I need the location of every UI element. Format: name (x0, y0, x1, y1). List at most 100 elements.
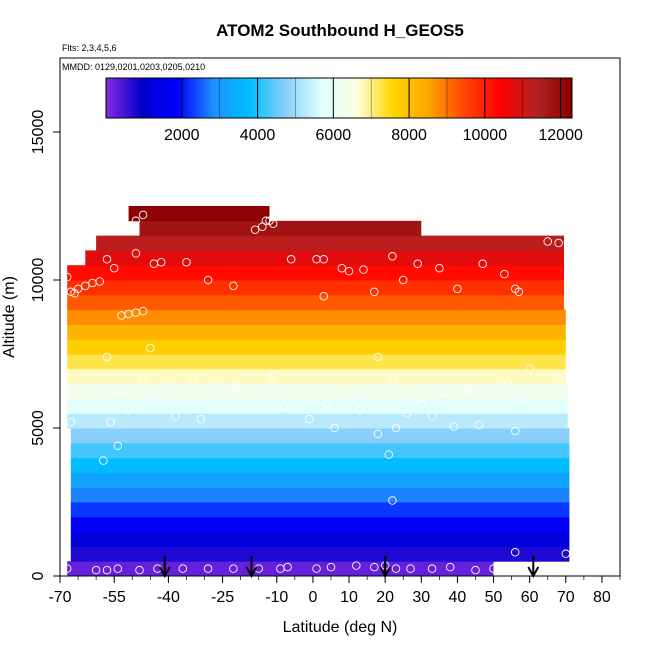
observation-point (102, 255, 112, 264)
observation-point (427, 411, 437, 421)
observation-point (417, 400, 426, 409)
observation-point (388, 376, 397, 385)
observation-point (164, 379, 173, 388)
observation-point (211, 382, 220, 391)
x-tick-label: 80 (593, 589, 611, 606)
colorbar-tick-label: 2000 (164, 127, 200, 144)
x-tick-label: -25 (211, 589, 234, 606)
altitude-layer-cell (85, 250, 565, 266)
altitude-layer-cell (67, 368, 566, 385)
observation-point (413, 259, 422, 268)
altitude-layer-cell (67, 383, 568, 399)
x-tick-label: 70 (557, 589, 575, 606)
x-tick-label: 50 (485, 589, 503, 606)
observation-point (453, 284, 462, 294)
observation-point (268, 219, 278, 229)
observation-point (388, 496, 397, 505)
observation-point (373, 352, 383, 362)
altitude-layer-cell (67, 309, 566, 325)
x-tick-label: 0 (308, 589, 317, 606)
altitude-layer-cell (67, 265, 564, 281)
observation-point (319, 255, 328, 264)
dates-label: MMDD: 0129,0201,0203,0205,0210 (62, 62, 205, 72)
observation-point (279, 403, 289, 412)
observation-point (124, 222, 133, 231)
observation-point (518, 394, 527, 403)
observation-point (406, 564, 415, 573)
observation-point (229, 281, 238, 291)
altitude-layer-cell (67, 398, 568, 414)
observation-point (283, 562, 292, 572)
x-tick-label: -10 (265, 589, 288, 606)
observation-point (359, 265, 368, 274)
observation-point (337, 263, 347, 273)
observation-point (471, 565, 480, 575)
observation-point (478, 259, 487, 268)
y-axis-label: Altitude (m) (1, 276, 18, 358)
observation-point (427, 564, 437, 573)
observation-point (370, 287, 379, 297)
observation-point (561, 549, 571, 559)
altitude-layer-cell (70, 457, 570, 473)
observation-point (543, 237, 552, 246)
altitude-layer-cell (70, 487, 570, 503)
observation-point (268, 370, 278, 379)
altitude-layer-cell (128, 206, 270, 222)
observation-point (131, 216, 141, 226)
altitude-layer-cell (70, 428, 570, 444)
observation-point (138, 210, 148, 220)
observation-point (286, 255, 296, 264)
observation-point (503, 379, 513, 388)
observation-point (474, 420, 484, 430)
observation-point (99, 456, 108, 465)
observation-point (102, 565, 112, 575)
altitude-layer-cell (67, 324, 566, 340)
observation-point (73, 284, 83, 294)
observation-point (113, 564, 123, 573)
x-tick-label: 10 (340, 589, 358, 606)
observation-point (81, 281, 90, 291)
observation-point (138, 306, 148, 316)
observation-point (319, 292, 328, 301)
observation-point (510, 548, 520, 557)
observation-point (146, 394, 155, 403)
observation-point (106, 417, 115, 427)
altitude-layer-cell (67, 280, 564, 296)
observation-point (348, 394, 357, 403)
observation-point (156, 257, 166, 267)
observation-point (510, 426, 520, 436)
observation-point (344, 266, 354, 276)
observation-point (62, 272, 72, 282)
y-tick-label: 15000 (30, 110, 47, 155)
observation-point (402, 408, 412, 418)
observation-point (171, 411, 180, 421)
y-tick-label: 10000 (30, 258, 47, 303)
observation-point (109, 263, 119, 273)
observation-point (261, 216, 271, 226)
y-axis: 0 5000 10000 15000 (30, 110, 60, 580)
observation-point (492, 382, 502, 391)
observation-point (355, 405, 365, 415)
colorbar: 2000 4000 6000 8000 10000 12000 (105, 77, 583, 144)
observation-point (182, 257, 191, 267)
observation-point (250, 225, 260, 234)
x-tick-label: 40 (449, 589, 467, 606)
flights-label: Flts: 2,3,4,5,6 (62, 43, 117, 53)
altitude-layers (67, 206, 570, 577)
colorbar-tick-label: 8000 (391, 127, 427, 144)
observation-point (391, 564, 401, 573)
observation-point (384, 450, 394, 459)
observation-point (489, 564, 498, 573)
plot-frame (59, 57, 621, 577)
observation-point (370, 562, 379, 572)
observation-point (95, 277, 104, 286)
observation-point (554, 373, 563, 382)
observation-point (62, 405, 72, 415)
y-tick-label: 5000 (30, 410, 47, 446)
x-tick-label: 60 (521, 589, 539, 606)
observation-point (554, 238, 563, 248)
observation-point (203, 564, 213, 573)
x-axis-label: Latitude (deg N) (283, 619, 398, 636)
observation-point (449, 422, 459, 431)
